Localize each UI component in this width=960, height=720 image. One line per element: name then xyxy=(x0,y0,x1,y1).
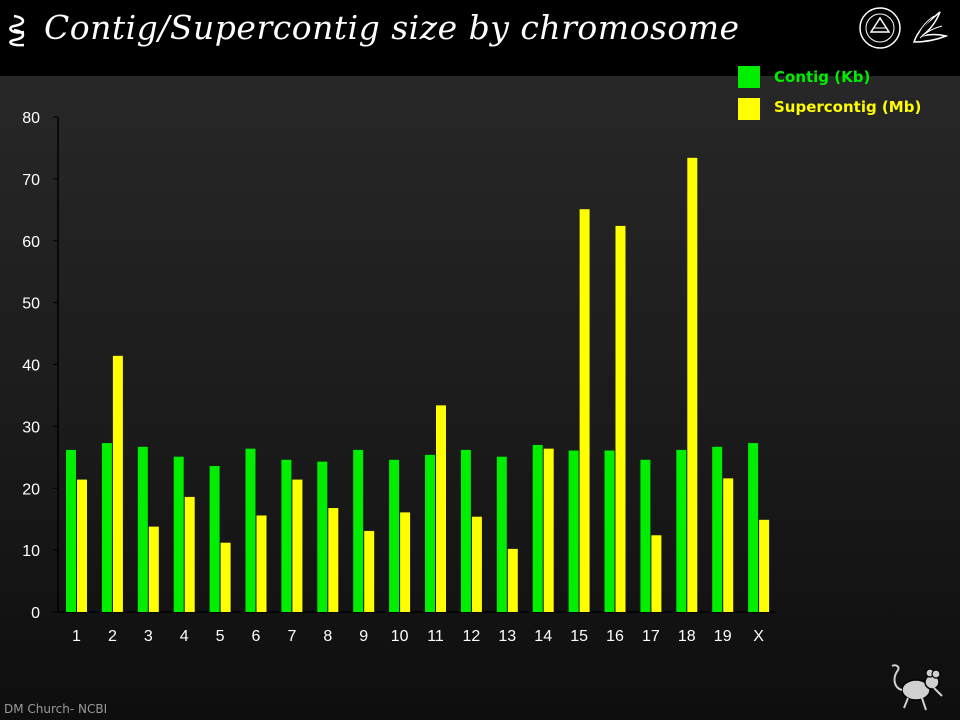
bar-supercontig xyxy=(400,512,411,612)
title-bar: Contig/Supercontig size by chromosome xyxy=(0,0,960,76)
bar-contig xyxy=(173,456,184,612)
page-title: Contig/Supercontig size by chromosome xyxy=(44,8,740,47)
y-tick-label: 10 xyxy=(22,543,40,560)
x-tick-label: 8 xyxy=(323,628,332,645)
bar-contig xyxy=(66,449,76,612)
bar-contig xyxy=(640,459,651,612)
bar-supercontig xyxy=(471,516,482,612)
y-tick-label: 20 xyxy=(22,481,40,498)
bar-contig xyxy=(245,448,256,612)
x-tick-label: 18 xyxy=(678,628,696,645)
x-tick-label: 6 xyxy=(252,628,261,645)
bar-supercontig xyxy=(364,530,375,612)
legend-swatch-supercontig xyxy=(738,98,760,120)
y-tick-label: 30 xyxy=(22,419,40,436)
nih-seal-icon xyxy=(859,7,901,49)
x-tick-label: 10 xyxy=(391,628,409,645)
hhs-eagle-icon xyxy=(912,11,949,43)
bar-contig xyxy=(568,450,579,612)
mouse-icon xyxy=(891,664,943,711)
bar-supercontig xyxy=(579,209,590,612)
bar-supercontig xyxy=(220,542,231,612)
bar-supercontig xyxy=(687,157,698,612)
bar-contig xyxy=(676,449,687,612)
bar-supercontig xyxy=(292,479,303,612)
x-tick-label: 14 xyxy=(534,628,552,645)
bar-contig xyxy=(281,459,292,612)
bar-supercontig xyxy=(256,515,267,612)
bar-supercontig xyxy=(543,448,554,612)
bar-supercontig xyxy=(759,519,770,612)
bar-contig xyxy=(712,446,723,612)
x-tick-label: 1 xyxy=(72,628,81,645)
bar-contig xyxy=(460,449,471,612)
x-tick-label: 17 xyxy=(642,628,660,645)
bar-contig xyxy=(496,456,507,612)
bar-supercontig xyxy=(436,405,446,612)
bar-contig xyxy=(604,450,615,612)
x-tick-label: 4 xyxy=(180,628,189,645)
bar-supercontig xyxy=(615,225,626,612)
bar-supercontig xyxy=(112,355,123,612)
bar-contig xyxy=(353,449,364,612)
x-tick-label: 19 xyxy=(714,628,732,645)
bar-supercontig xyxy=(723,478,734,612)
bar-contig xyxy=(748,443,759,612)
bar-contig xyxy=(317,461,328,612)
y-tick-label: 50 xyxy=(22,296,40,313)
bar-supercontig xyxy=(328,508,339,612)
footer-credit: DM Church- NCBI xyxy=(4,702,108,716)
legend-swatch-contig xyxy=(738,66,760,88)
bar-contig xyxy=(209,465,220,612)
x-tick-label: 3 xyxy=(144,628,153,645)
bar-supercontig xyxy=(507,548,518,612)
x-tick-label: 7 xyxy=(287,628,296,645)
y-tick-label: 40 xyxy=(22,358,40,375)
bar-contig xyxy=(425,454,435,612)
x-tick-label: 16 xyxy=(606,628,624,645)
x-tick-label: 11 xyxy=(427,628,444,645)
legend-label-supercontig: Supercontig (Mb) xyxy=(774,98,922,116)
bar-contig xyxy=(101,443,112,612)
bar-supercontig xyxy=(651,535,662,612)
x-tick-label: 15 xyxy=(570,628,588,645)
y-tick-label: 60 xyxy=(22,234,40,251)
chromosome-icon xyxy=(9,14,25,47)
x-tick-label: 13 xyxy=(498,628,516,645)
bar-supercontig xyxy=(148,526,159,612)
legend-label-contig: Contig (Kb) xyxy=(774,68,871,86)
y-tick-label: 0 xyxy=(31,605,40,622)
x-tick-label: X xyxy=(753,628,764,645)
y-tick-label: 70 xyxy=(22,172,40,189)
y-tick-label: 80 xyxy=(22,110,40,127)
x-tick-label: 5 xyxy=(216,628,225,645)
bar-contig xyxy=(389,459,400,612)
bar-supercontig xyxy=(77,479,87,612)
x-tick-label: 9 xyxy=(359,628,368,645)
x-tick-label: 2 xyxy=(108,628,117,645)
x-tick-label: 12 xyxy=(463,628,481,645)
bar-contig xyxy=(532,444,543,612)
bar-contig xyxy=(137,446,148,612)
bar-supercontig xyxy=(184,496,195,612)
agency-logos xyxy=(856,4,952,56)
